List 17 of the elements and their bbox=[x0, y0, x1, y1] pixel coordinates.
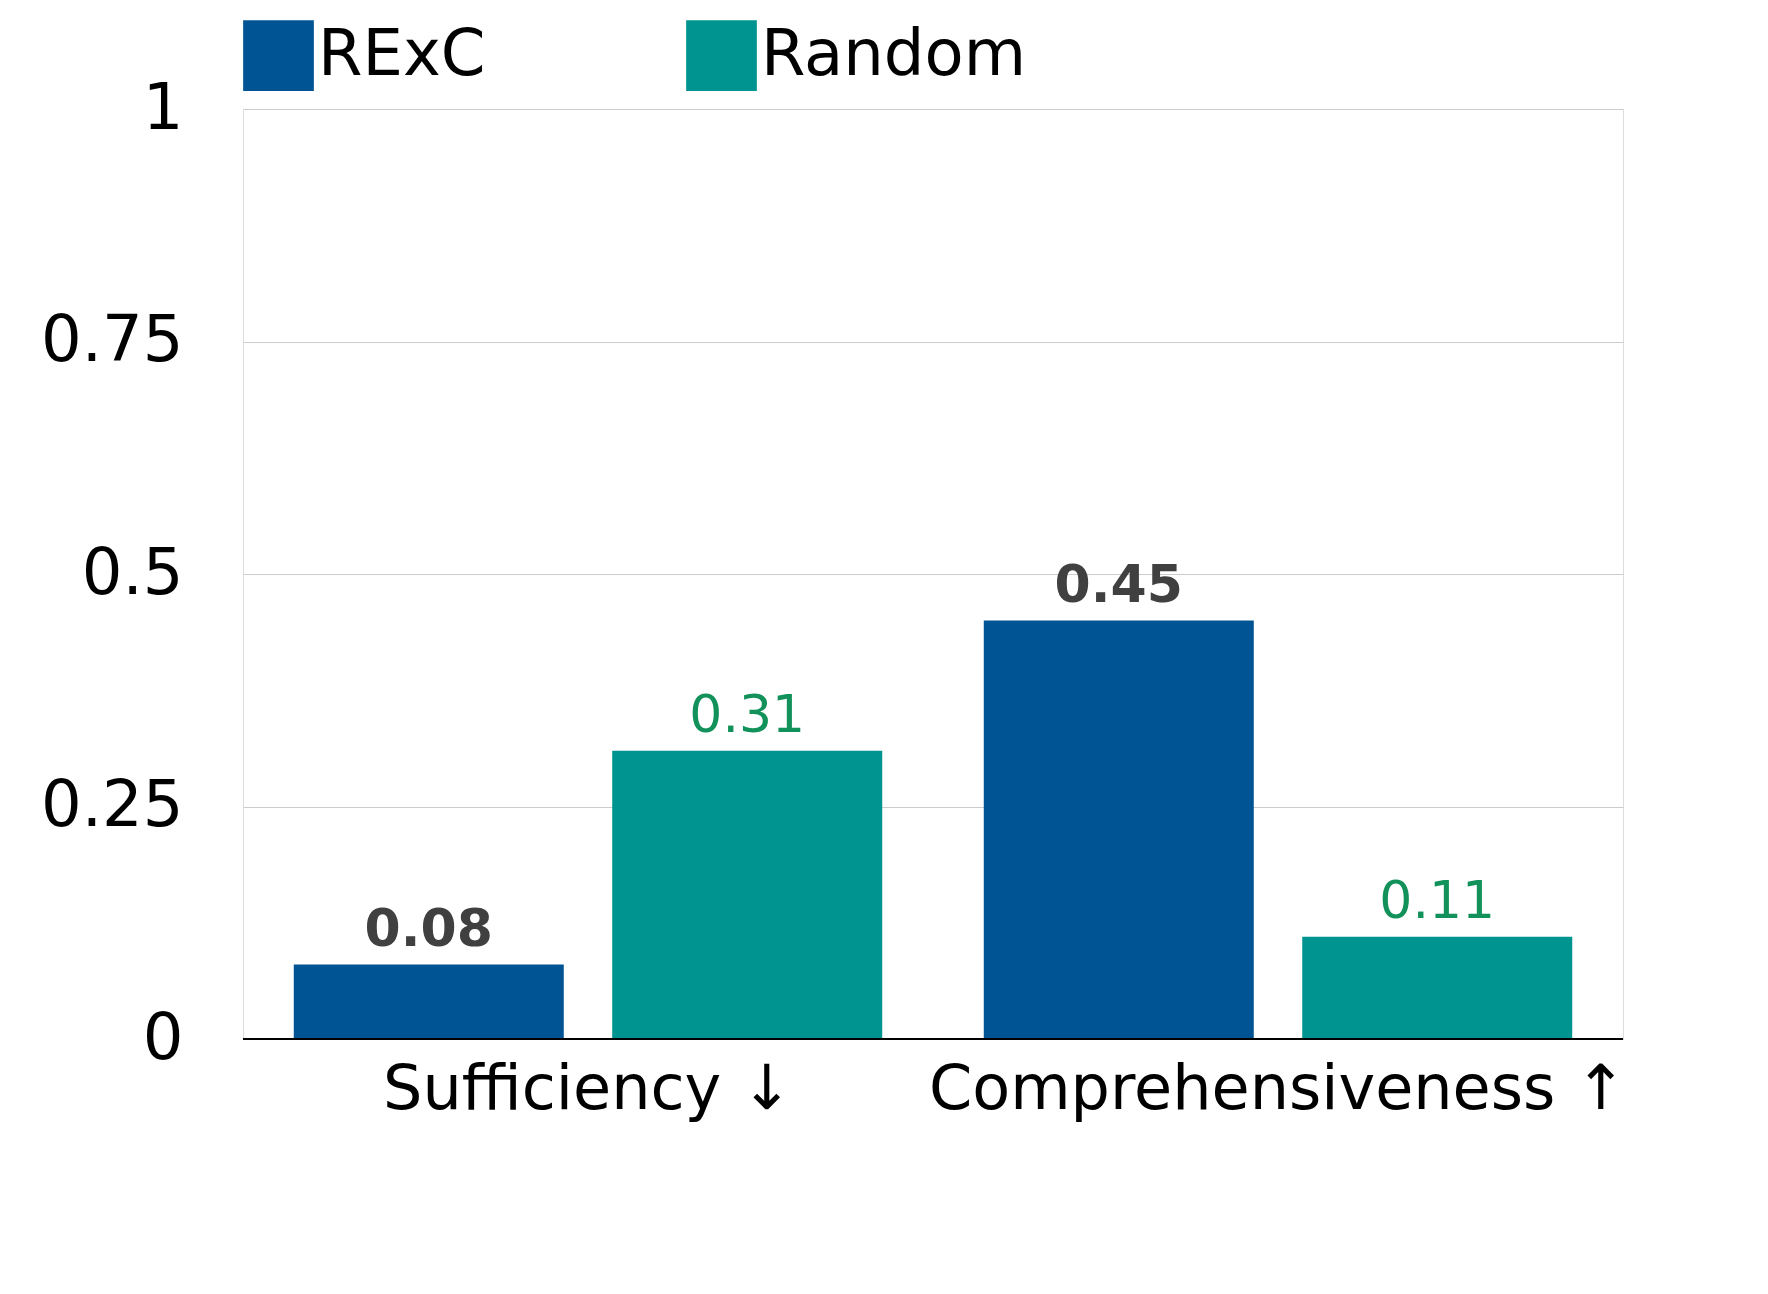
y-tick-label: 0.75 bbox=[41, 302, 184, 376]
legend-label: RExC bbox=[318, 15, 486, 90]
y-tick-label: 1 bbox=[142, 69, 184, 144]
data-label: 0.45 bbox=[1054, 553, 1183, 614]
bar bbox=[612, 750, 883, 1039]
y-tick-label: 0.25 bbox=[41, 767, 184, 841]
bar bbox=[1302, 936, 1573, 1039]
legend-label: Random bbox=[761, 15, 1026, 90]
data-label: 0.11 bbox=[1379, 869, 1496, 930]
bar bbox=[293, 964, 564, 1039]
y-tick-label: 0.5 bbox=[81, 534, 184, 609]
x-tick-label: Comprehensiveness ↑ bbox=[928, 1050, 1628, 1124]
y-tick-label: 0 bbox=[142, 999, 184, 1074]
bar bbox=[983, 620, 1254, 1039]
x-tick-label: Sufficiency ↓ bbox=[383, 1050, 793, 1124]
data-label: 0.31 bbox=[689, 683, 806, 744]
data-label: 0.08 bbox=[364, 897, 493, 958]
